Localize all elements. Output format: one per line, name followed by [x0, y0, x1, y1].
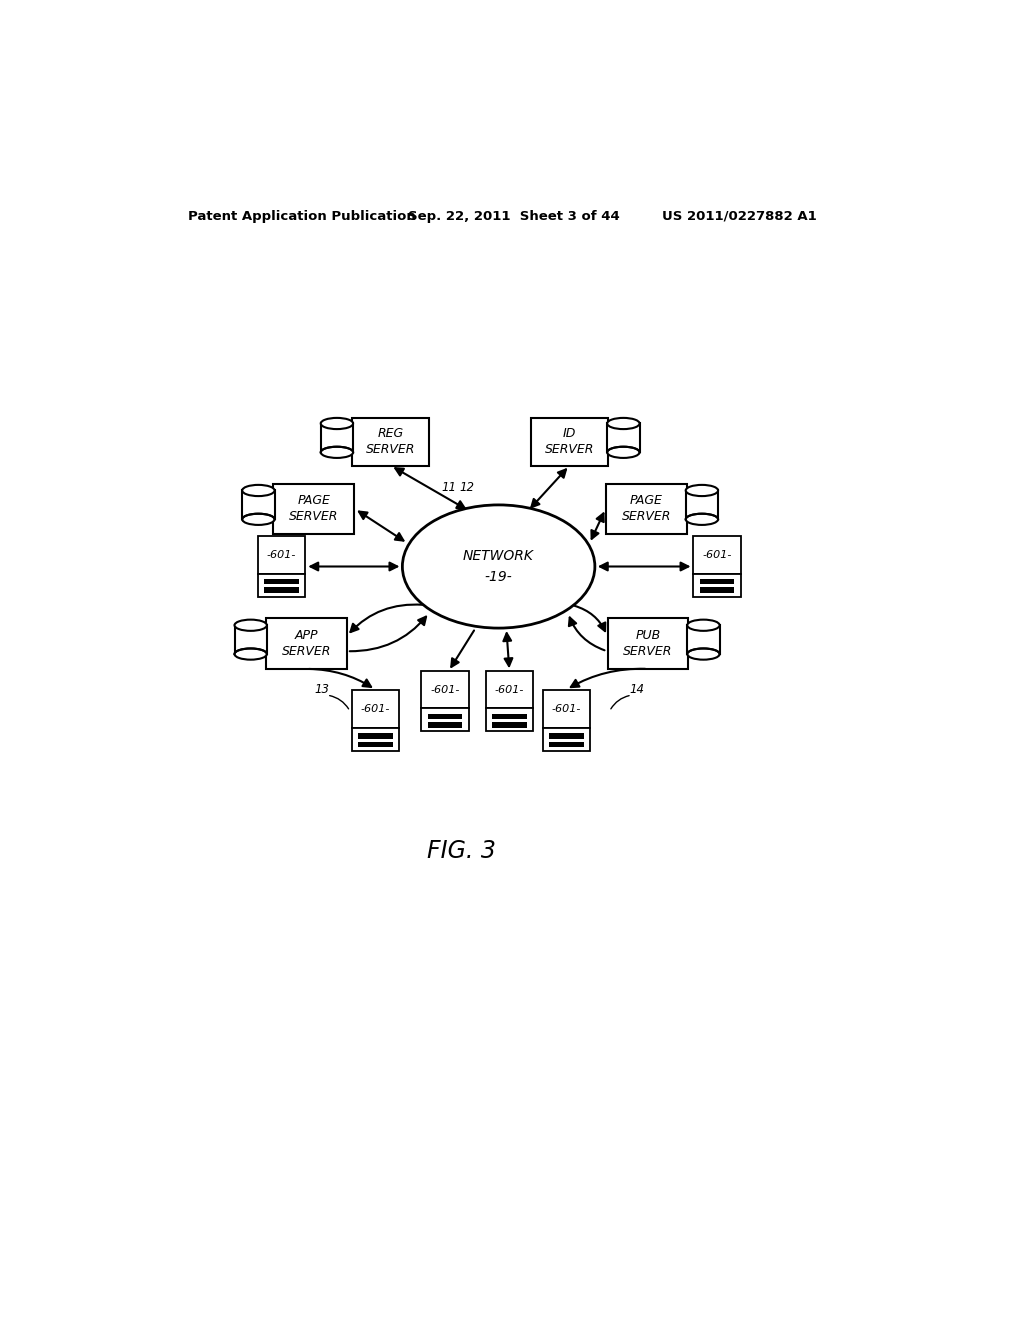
Bar [243, 491, 274, 519]
Text: 11: 11 [441, 482, 456, 495]
Bar [321, 424, 353, 453]
Bar [549, 734, 584, 739]
Text: -601-: -601- [267, 550, 296, 560]
Bar [265, 619, 346, 668]
Bar [358, 734, 392, 739]
Bar [543, 689, 590, 727]
Ellipse shape [402, 504, 595, 628]
Text: US 2011/0227882 A1: US 2011/0227882 A1 [662, 210, 816, 223]
Text: REG
SERVER: REG SERVER [367, 428, 416, 457]
Text: 14: 14 [629, 684, 644, 696]
Bar [352, 418, 429, 466]
Bar [264, 587, 299, 593]
Ellipse shape [243, 513, 274, 525]
Text: -601-: -601- [552, 704, 581, 714]
Ellipse shape [607, 446, 640, 458]
Text: -19-: -19- [484, 570, 512, 585]
Bar [700, 587, 734, 593]
Bar [421, 671, 469, 709]
Text: 13: 13 [314, 684, 329, 696]
Text: -601-: -601- [430, 685, 460, 694]
Text: -601-: -601- [360, 704, 390, 714]
Ellipse shape [243, 484, 274, 496]
Bar [428, 722, 462, 727]
Bar [358, 742, 392, 747]
Ellipse shape [686, 484, 718, 496]
Ellipse shape [234, 619, 267, 631]
Text: Sep. 22, 2011  Sheet 3 of 44: Sep. 22, 2011 Sheet 3 of 44 [408, 210, 620, 223]
Bar [606, 483, 687, 533]
Text: 12: 12 [460, 482, 474, 495]
Ellipse shape [321, 418, 353, 429]
Bar [700, 579, 734, 585]
Bar [686, 491, 718, 519]
Text: -601-: -601- [495, 685, 524, 694]
Bar [428, 714, 462, 719]
Text: -601-: -601- [702, 550, 732, 560]
Ellipse shape [687, 619, 720, 631]
Bar [234, 626, 267, 655]
Text: NETWORK: NETWORK [463, 549, 535, 562]
Bar [273, 483, 354, 533]
Text: APP
SERVER: APP SERVER [282, 630, 331, 657]
Bar [693, 574, 741, 597]
Ellipse shape [686, 513, 718, 525]
Text: ID
SERVER: ID SERVER [545, 428, 594, 457]
Text: PAGE
SERVER: PAGE SERVER [622, 494, 671, 523]
Text: 10: 10 [687, 484, 702, 498]
Bar [351, 727, 399, 751]
Text: PAGE
SERVER: PAGE SERVER [289, 494, 339, 523]
Ellipse shape [687, 648, 720, 660]
Ellipse shape [321, 446, 353, 458]
Bar [351, 689, 399, 727]
Bar [693, 536, 741, 574]
Bar [485, 671, 534, 709]
Text: Patent Application Publication: Patent Application Publication [188, 210, 416, 223]
Ellipse shape [234, 648, 267, 660]
Bar [421, 709, 469, 731]
Ellipse shape [607, 418, 640, 429]
Text: PUB
SERVER: PUB SERVER [624, 630, 673, 657]
Bar [687, 626, 720, 655]
Bar [258, 574, 305, 597]
Bar [543, 727, 590, 751]
Bar [607, 424, 640, 453]
Bar [485, 709, 534, 731]
Bar [493, 714, 526, 719]
Text: FIG. 3: FIG. 3 [427, 840, 496, 863]
Bar [607, 619, 688, 668]
Bar [264, 579, 299, 585]
Text: 10: 10 [258, 484, 272, 498]
Bar [493, 722, 526, 727]
Bar [258, 536, 305, 574]
Bar [549, 742, 584, 747]
Bar [531, 418, 608, 466]
